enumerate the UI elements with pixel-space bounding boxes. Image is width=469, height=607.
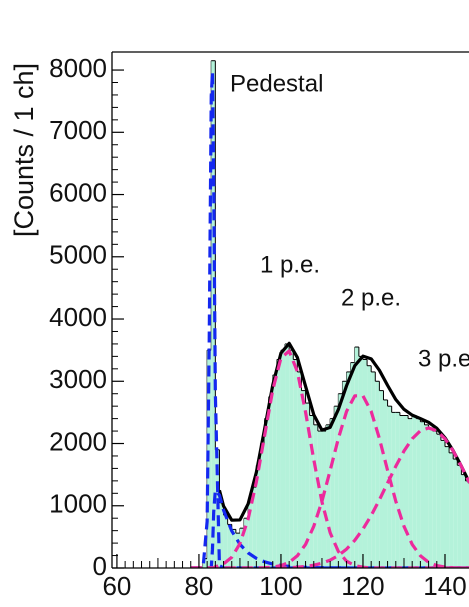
histogram-bar [260,443,265,568]
x-tick-label: 120 [341,571,384,601]
histogram-bar [256,465,261,568]
histogram-bar [391,412,396,568]
histogram-bar [313,424,318,568]
y-tick-label: 7000 [49,115,107,145]
histogram-bar [375,381,380,568]
histogram-bar [371,371,376,568]
peak-annotation: 3 p.e. [418,345,469,372]
histogram-bar [264,418,269,568]
histogram-bar [219,502,224,568]
histogram-bar [268,396,273,568]
histogram-bar [293,359,298,568]
x-tick-label: 80 [184,571,213,601]
peak-annotation: Pedestal [230,70,323,97]
histogram-bar [453,459,458,568]
histogram-bar [444,446,450,568]
histogram-bar [231,529,236,568]
histogram-bar [330,418,335,568]
histogram-bar [457,465,462,568]
histogram-bar [412,415,417,568]
histogram-bar [338,393,343,568]
y-tick-label: 1000 [49,489,107,519]
histogram-bar [334,406,339,568]
y-tick-label: 0 [93,551,107,581]
histogram-bar [252,487,257,568]
histogram-bar [383,399,388,568]
histogram-bar [203,558,208,568]
y-tick-label: 4000 [49,302,107,332]
histogram-bar [449,452,454,568]
histogram-bar [436,434,441,568]
axes [111,51,469,569]
histogram-bar [350,362,355,568]
histogram-bar [276,359,281,568]
x-tick-label: 100 [259,571,302,601]
histogram-bar [285,343,290,568]
histogram-bar [408,418,413,568]
histogram-bar [235,533,240,568]
y-tick-label: 3000 [49,364,107,394]
histogram-bar [305,403,310,568]
histogram-bar [297,371,302,568]
histogram-bar [428,427,433,568]
histogram-bar [416,418,421,568]
peak-annotation: 1 p.e. [260,251,320,278]
histogram-bar [272,375,277,568]
histogram-bar [223,515,228,568]
histogram-bar [399,415,404,568]
y-tick-label: 8000 [49,53,107,83]
histogram-bar [461,474,466,568]
histogram-bar [440,440,445,568]
histogram-bar [395,412,400,568]
histogram-bar [244,518,249,568]
histogram-bar [403,415,409,568]
y-tick-label: 5000 [49,240,107,270]
peak-annotation: 2 p.e. [341,284,401,311]
histogram-bar [387,406,392,568]
histogram-bar [309,415,314,568]
histogram-bar [248,502,253,568]
y-axis-title: [Counts / 1 ch] [9,63,39,237]
y-tick-label: 6000 [49,177,107,207]
component-fit [190,70,469,568]
component-fit [190,394,469,568]
histogram-bar [354,347,359,568]
component-fit [190,426,469,568]
histogram-bar [465,480,469,568]
component-fit [190,349,469,568]
histogram-bar [326,424,331,568]
histogram-bar [342,381,347,568]
x-tick-label: 60 [102,571,131,601]
histogram-bar [280,350,286,568]
x-tick-label: 140 [423,571,466,601]
histogram-bar [301,390,306,568]
y-tick-label: 2000 [49,426,107,456]
histogram-bar [227,524,232,568]
histogram-bar [289,350,294,568]
histogram-bar [432,431,437,568]
histogram-bar [358,356,363,568]
histogram-bar [420,421,425,568]
histogram-bar [424,424,429,568]
histogram-bar [379,390,384,568]
histogram-bar [346,371,351,568]
histogram-bar [362,359,368,568]
histogram-bar [367,365,372,568]
